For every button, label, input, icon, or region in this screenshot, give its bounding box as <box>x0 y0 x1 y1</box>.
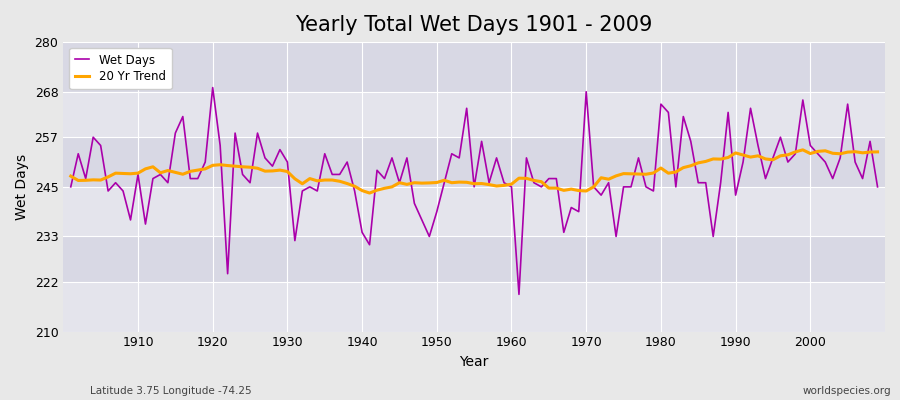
Wet Days <box>66 184 77 189</box>
Wet Days <box>207 85 218 90</box>
Line: 20 Yr Trend: 20 Yr Trend <box>71 150 878 193</box>
20 Yr Trend <box>797 148 808 152</box>
Wet Days <box>506 184 517 189</box>
Y-axis label: Wet Days: Wet Days <box>15 154 29 220</box>
Bar <box>63 137 885 187</box>
Bar <box>63 42 885 92</box>
Bar <box>63 236 885 282</box>
Bar <box>63 187 885 236</box>
X-axis label: Year: Year <box>460 355 489 369</box>
Wet Days <box>514 292 525 297</box>
Bar <box>63 282 885 332</box>
20 Yr Trend <box>506 182 517 186</box>
Bar <box>63 92 885 137</box>
Wet Days <box>125 218 136 222</box>
Wet Days <box>521 156 532 160</box>
20 Yr Trend <box>514 176 525 180</box>
20 Yr Trend <box>334 179 345 184</box>
Line: Wet Days: Wet Days <box>71 88 878 294</box>
Wet Days <box>872 184 883 189</box>
20 Yr Trend <box>290 176 301 181</box>
Text: Latitude 3.75 Longitude -74.25: Latitude 3.75 Longitude -74.25 <box>90 386 252 396</box>
20 Yr Trend <box>66 174 77 178</box>
Wet Days <box>611 234 622 239</box>
Wet Days <box>342 160 353 164</box>
20 Yr Trend <box>125 171 136 176</box>
20 Yr Trend <box>603 177 614 182</box>
20 Yr Trend <box>364 191 375 196</box>
Title: Yearly Total Wet Days 1901 - 2009: Yearly Total Wet Days 1901 - 2009 <box>295 15 652 35</box>
20 Yr Trend <box>872 150 883 154</box>
Text: worldspecies.org: worldspecies.org <box>803 386 891 396</box>
Wet Days <box>297 188 308 193</box>
Legend: Wet Days, 20 Yr Trend: Wet Days, 20 Yr Trend <box>69 48 172 89</box>
